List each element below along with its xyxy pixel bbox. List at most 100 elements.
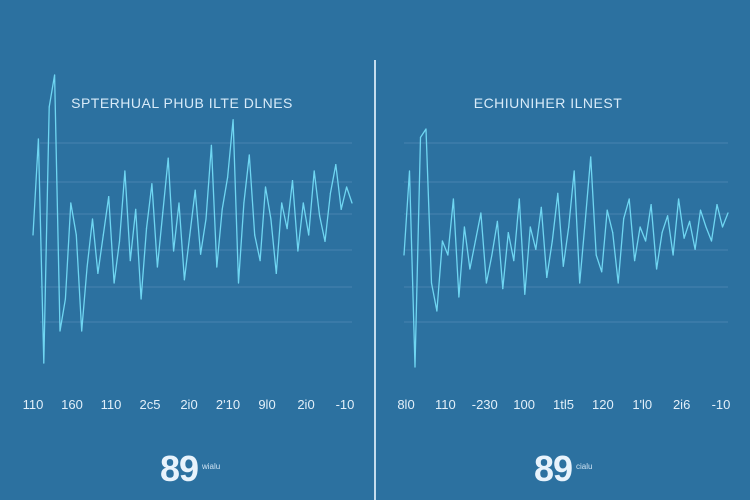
series-line bbox=[32, 74, 353, 364]
x-tick-label: 100 bbox=[513, 397, 535, 412]
data-point bbox=[699, 209, 702, 211]
data-point bbox=[557, 192, 559, 194]
x-tick-label: 110 bbox=[435, 397, 456, 412]
data-point bbox=[612, 232, 614, 234]
data-point bbox=[124, 170, 126, 172]
data-point bbox=[656, 268, 658, 270]
data-point bbox=[590, 156, 592, 158]
data-point bbox=[672, 254, 674, 256]
x-tick-label: -10 bbox=[335, 397, 355, 412]
data-point bbox=[524, 293, 526, 295]
data-point bbox=[458, 296, 460, 298]
data-point bbox=[694, 248, 696, 250]
data-point bbox=[254, 234, 256, 236]
data-point bbox=[167, 157, 169, 159]
big-number: 89 bbox=[534, 448, 573, 489]
data-point bbox=[485, 282, 487, 284]
data-point bbox=[721, 226, 724, 228]
data-point bbox=[414, 366, 416, 368]
data-point bbox=[205, 218, 207, 220]
data-point bbox=[623, 218, 625, 220]
data-point bbox=[86, 266, 88, 268]
data-point bbox=[540, 206, 542, 208]
x-tick-label: 8l0 bbox=[397, 397, 415, 412]
data-point bbox=[151, 183, 153, 185]
data-point bbox=[275, 272, 277, 274]
data-point bbox=[474, 240, 476, 242]
x-tick-label: 120 bbox=[592, 397, 614, 412]
data-point bbox=[634, 260, 636, 262]
data-point bbox=[507, 232, 509, 234]
data-point bbox=[108, 196, 110, 198]
data-point bbox=[221, 208, 223, 210]
data-point bbox=[469, 268, 471, 270]
data-point bbox=[243, 202, 245, 204]
data-point bbox=[403, 254, 405, 256]
data-point bbox=[129, 260, 131, 262]
x-tick-label: 110 bbox=[100, 397, 122, 412]
data-point bbox=[37, 138, 40, 140]
data-point bbox=[436, 310, 438, 312]
data-point bbox=[606, 209, 608, 211]
x-tick-label: 2'10 bbox=[215, 397, 241, 412]
data-point bbox=[118, 240, 121, 242]
x-tick-label: -10 bbox=[711, 397, 731, 412]
x-tick-label: 110 bbox=[22, 397, 44, 412]
data-point bbox=[425, 128, 427, 130]
chart-title: ECHIUNIHER ILNEST bbox=[473, 95, 623, 111]
data-point bbox=[639, 226, 641, 228]
data-point bbox=[408, 170, 411, 172]
data-point bbox=[113, 282, 115, 284]
data-point bbox=[502, 288, 504, 290]
data-point bbox=[650, 204, 652, 206]
data-point bbox=[683, 237, 685, 239]
data-point bbox=[48, 106, 50, 108]
data-point bbox=[573, 170, 575, 172]
data-point bbox=[281, 202, 283, 204]
data-point bbox=[200, 253, 202, 255]
data-point bbox=[430, 282, 433, 284]
data-point bbox=[447, 254, 449, 256]
data-point bbox=[308, 234, 310, 236]
data-point bbox=[335, 164, 337, 166]
data-point bbox=[319, 215, 321, 217]
data-point bbox=[419, 136, 422, 138]
data-point bbox=[601, 271, 603, 273]
x-tick-label: 160 bbox=[61, 397, 83, 412]
data-point bbox=[324, 240, 326, 242]
data-point bbox=[535, 248, 537, 250]
data-point bbox=[727, 212, 729, 214]
data-point bbox=[518, 198, 520, 200]
data-point bbox=[59, 330, 61, 332]
data-point bbox=[173, 250, 175, 252]
data-point bbox=[562, 265, 564, 267]
data-point bbox=[351, 202, 353, 204]
data-point bbox=[183, 279, 185, 281]
data-point bbox=[661, 232, 663, 234]
x-tick-label: 2i6 bbox=[672, 397, 691, 412]
data-point bbox=[667, 215, 669, 217]
x-tick-label: 2i0 bbox=[297, 397, 315, 412]
data-point bbox=[97, 272, 99, 274]
data-point bbox=[529, 226, 531, 228]
data-point bbox=[302, 202, 304, 204]
data-point bbox=[313, 170, 315, 172]
data-point bbox=[189, 234, 191, 236]
data-point bbox=[286, 228, 288, 230]
data-point bbox=[579, 282, 581, 284]
x-tick-label: -230 bbox=[471, 397, 498, 412]
data-point bbox=[162, 212, 164, 214]
data-point bbox=[496, 220, 498, 222]
data-point bbox=[705, 226, 707, 228]
right-chart-plot bbox=[403, 128, 729, 368]
data-point bbox=[178, 202, 180, 204]
data-point bbox=[568, 226, 570, 228]
data-point bbox=[480, 212, 482, 214]
data-point bbox=[689, 220, 691, 222]
series-line bbox=[403, 128, 729, 368]
data-point bbox=[259, 260, 261, 262]
data-point bbox=[617, 282, 619, 284]
data-point bbox=[135, 208, 137, 210]
data-point bbox=[441, 240, 443, 242]
data-point bbox=[645, 240, 647, 242]
